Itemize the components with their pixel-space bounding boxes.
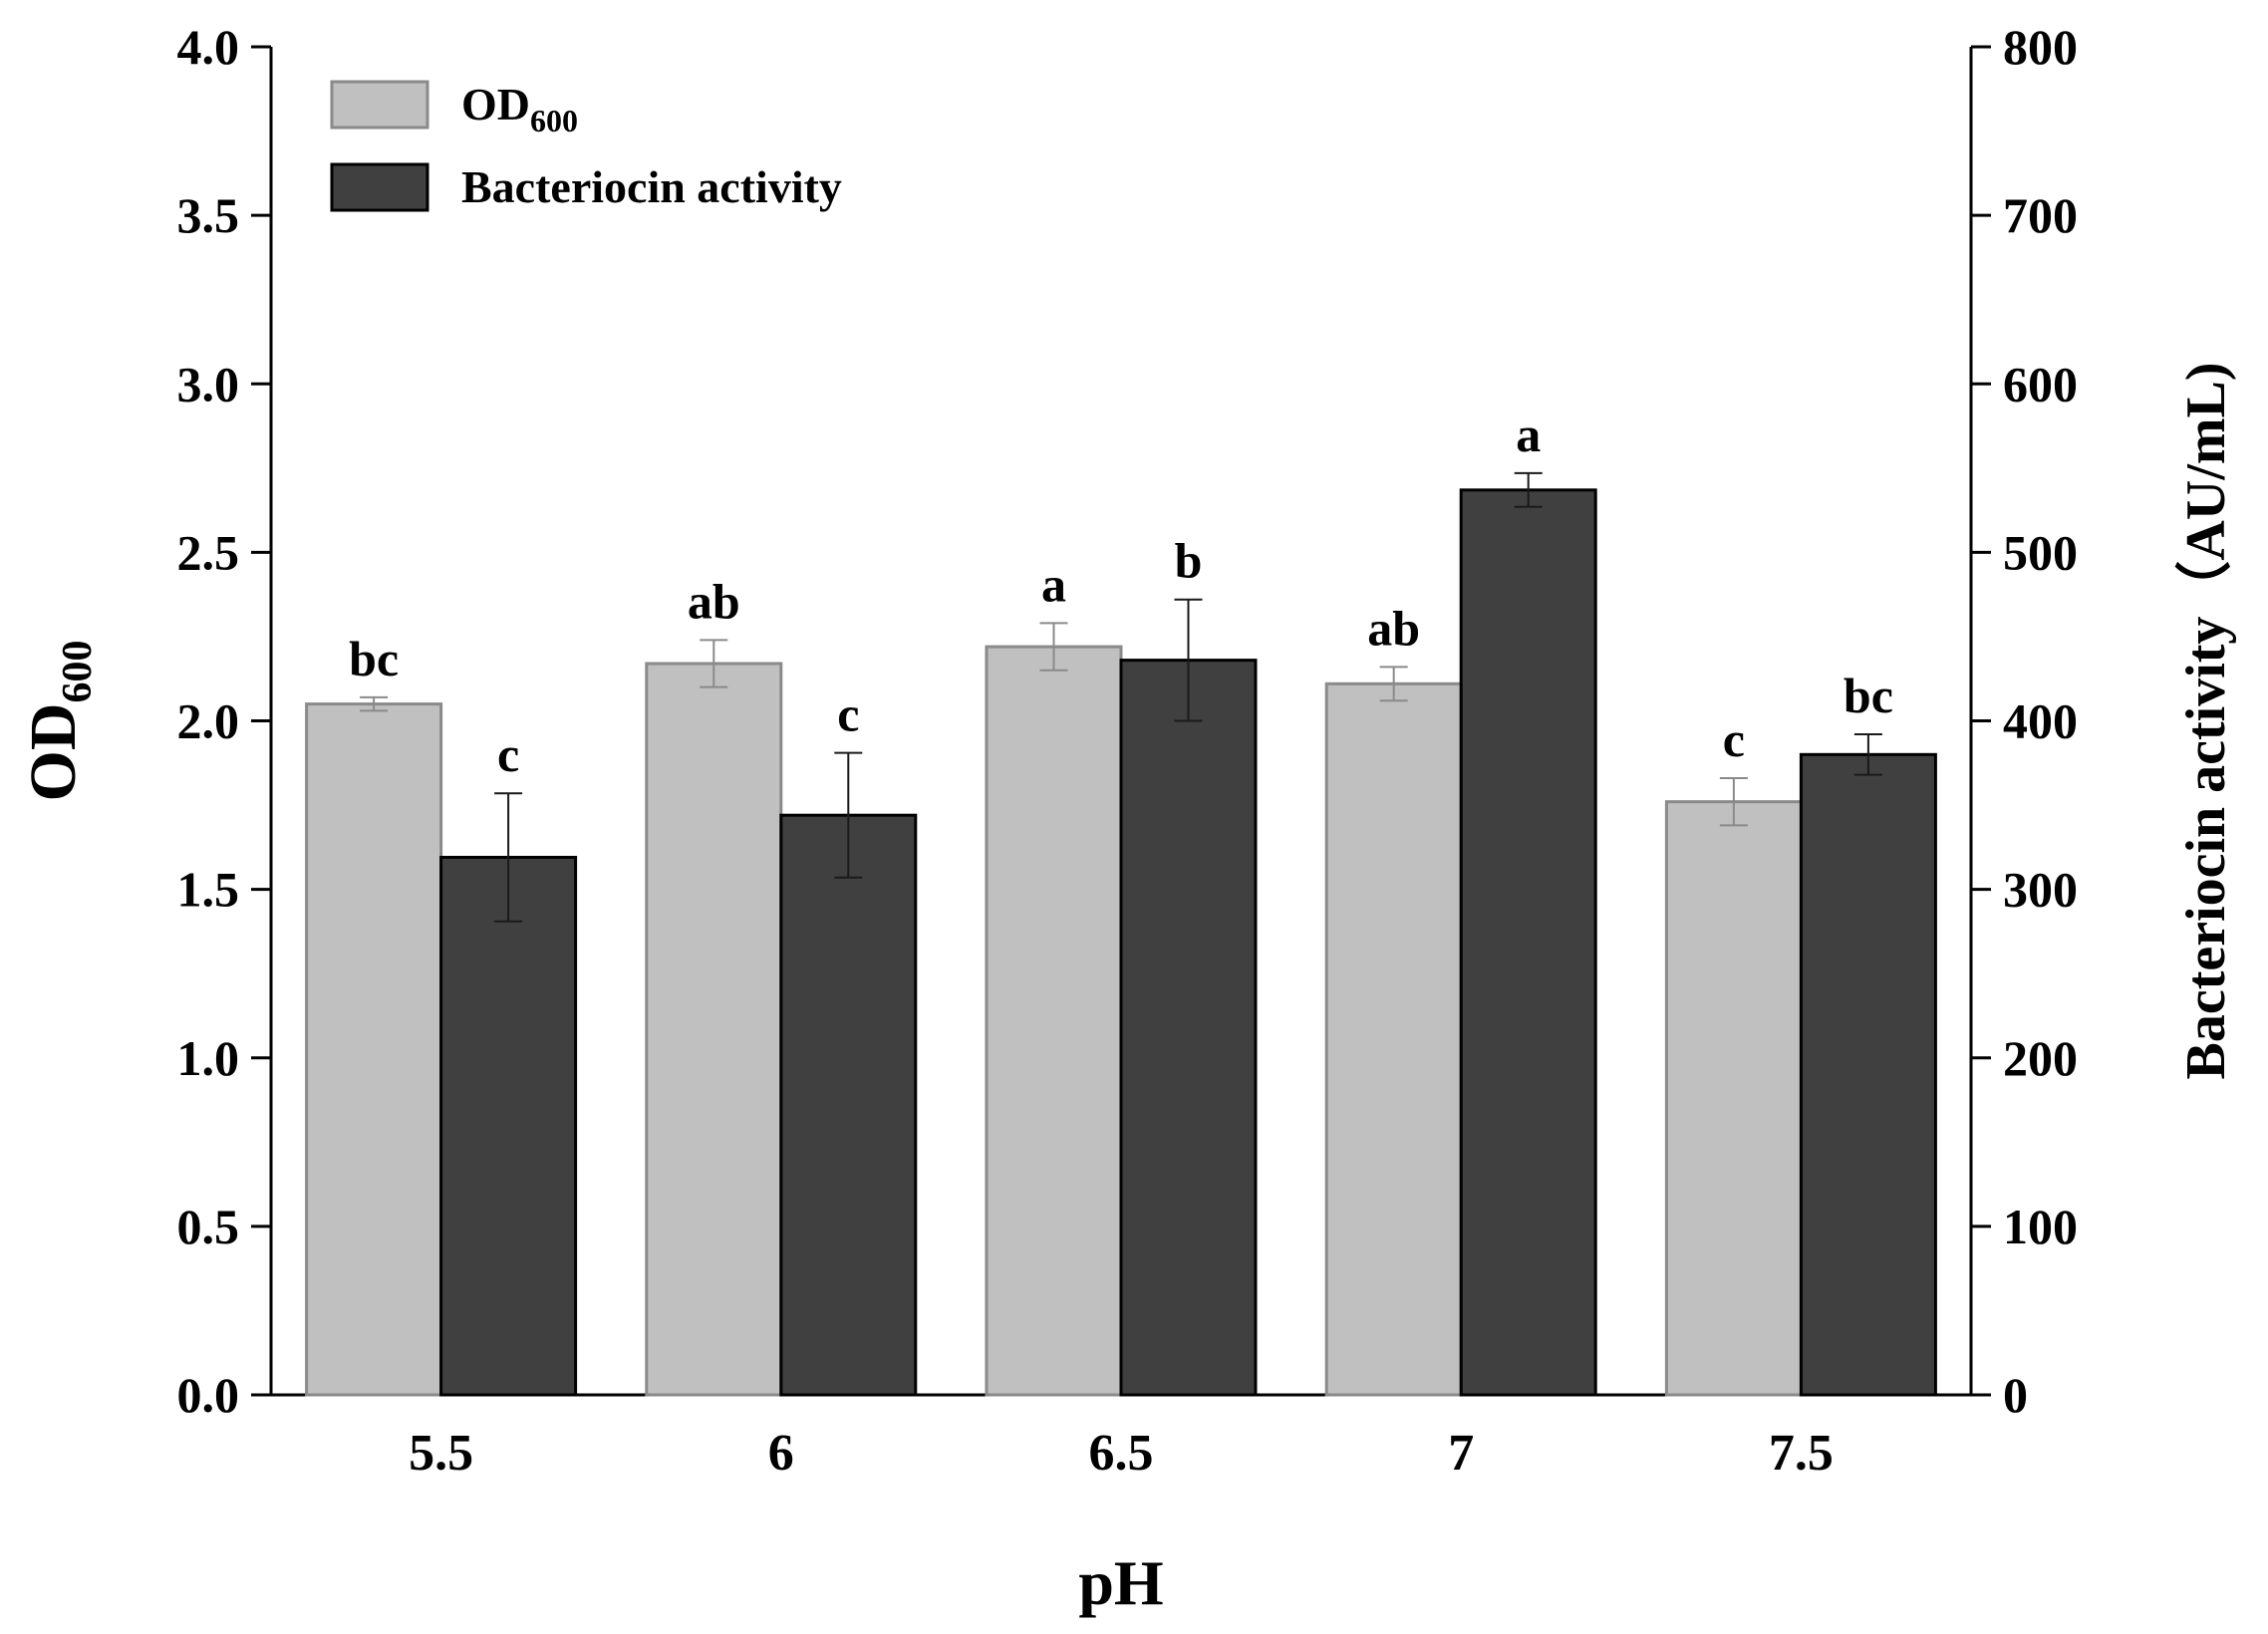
y-axis-label-sub: 600 (55, 641, 101, 703)
significance-label: bc (1843, 668, 1893, 723)
bar-od600 (1324, 681, 1463, 1397)
bar-bacteriocin (1119, 659, 1258, 1397)
significance-label: bc (349, 631, 399, 686)
legend-label-main: OD (461, 79, 530, 130)
x-tick-label: 6.5 (1089, 1425, 1154, 1482)
significance-label: b (1175, 533, 1203, 589)
y-tick-label-right: 400 (2003, 693, 2078, 749)
bar-bacteriocin (1799, 752, 1937, 1397)
bar-od600 (305, 702, 443, 1397)
bar-od600 (985, 645, 1123, 1397)
y-axis-label-left: OD600 (17, 641, 101, 802)
significance-label: ab (1367, 600, 1420, 656)
y-tick-label-right: 100 (2003, 1199, 2078, 1254)
y-tick-label-right: 600 (2003, 356, 2078, 411)
x-tick-label: 6 (768, 1425, 794, 1482)
y-tick-label-left: 3.5 (177, 187, 240, 243)
x-tick-label: 7 (1448, 1425, 1474, 1482)
bar-od600 (645, 662, 783, 1397)
y-tick-label-left: 4.0 (177, 19, 240, 75)
significance-label: ab (688, 573, 740, 629)
y-tick-label-right: 200 (2003, 1030, 2078, 1086)
y-tick-label-right: 500 (2003, 524, 2078, 580)
x-axis-label: pH (1078, 1547, 1163, 1618)
y-tick-label-left: 0.0 (177, 1367, 240, 1423)
y-tick-label-left: 3.0 (177, 356, 240, 411)
legend-label-bacteriocin: Bacteriocin activity (461, 161, 842, 212)
legend-label-sub: 600 (530, 103, 578, 138)
y-tick-label-left: 0.5 (177, 1199, 240, 1254)
legend-label-od600: OD600 (461, 79, 578, 138)
significance-label: c (497, 726, 519, 782)
y-axis-label-right: Bacteriocin activity（AU/mL) (2174, 362, 2237, 1079)
bar-bacteriocin (779, 813, 918, 1397)
y-tick-label-right: 300 (2003, 862, 2078, 918)
plot-area: 0.0 0.5 1.0 1.5 2.0 2.5 3.0 3.5 4.0 0 100 200 300 400… (17, 19, 2237, 1618)
y-tick-label-left: 1.5 (177, 862, 240, 918)
significance-label: a (1516, 407, 1541, 462)
bar-od600 (1664, 800, 1803, 1397)
y-axis-label-main: OD (17, 703, 90, 802)
bar-bacteriocin (439, 855, 578, 1397)
x-tick-label: 5.5 (409, 1425, 473, 1482)
x-tick-label: 7.5 (1769, 1425, 1834, 1482)
significance-label: c (837, 686, 859, 742)
y-tick-label-left: 2.0 (177, 693, 240, 749)
y-tick-label-right: 800 (2003, 19, 2078, 75)
legend-swatch-od600 (330, 80, 429, 130)
bar-bacteriocin (1459, 488, 1597, 1397)
y-tick-label-right: 700 (2003, 187, 2078, 243)
legend-label-main: Bacteriocin activity (461, 161, 842, 212)
significance-label: a (1041, 556, 1066, 612)
significance-label: c (1723, 711, 1745, 767)
y-tick-label-left: 2.5 (177, 524, 240, 580)
legend-swatch-bacteriocin (330, 162, 429, 212)
y-tick-label-left: 1.0 (177, 1030, 240, 1086)
y-tick-label-right: 0 (2003, 1367, 2028, 1423)
